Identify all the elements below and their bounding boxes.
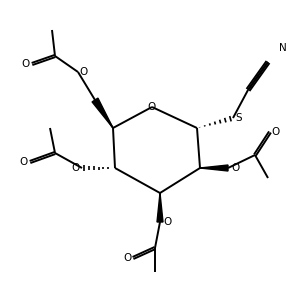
Polygon shape [92, 98, 113, 128]
Text: O: O [20, 157, 28, 167]
Text: O: O [164, 217, 172, 227]
Text: O: O [148, 102, 156, 112]
Text: O: O [272, 127, 280, 137]
Text: S: S [236, 113, 242, 123]
Polygon shape [157, 193, 163, 222]
Text: O: O [22, 59, 30, 69]
Text: O: O [79, 67, 87, 77]
Text: O: O [123, 253, 131, 263]
Text: O: O [232, 163, 240, 173]
Polygon shape [200, 165, 228, 171]
Text: O: O [72, 163, 80, 173]
Text: N: N [279, 43, 287, 53]
